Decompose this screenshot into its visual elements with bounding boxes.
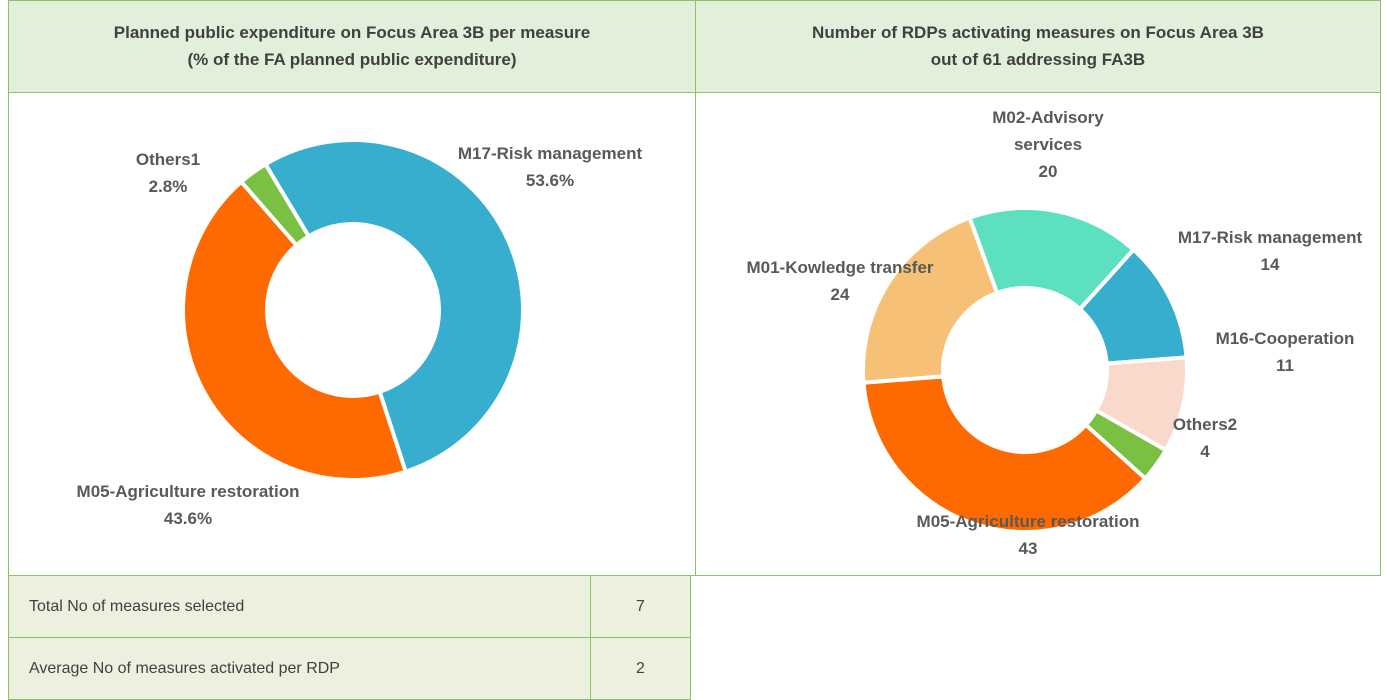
chart-title: Planned public expenditure on Focus Area… <box>113 23 591 42</box>
table-value: 2 <box>590 637 691 700</box>
chart-subtitle: (% of the FA planned public expenditure) <box>187 50 517 69</box>
pie-slice <box>262 138 525 475</box>
right-panel <box>695 92 1381 576</box>
table-value: 7 <box>590 575 691 638</box>
slice-label: M16-Cooperation <box>1215 329 1355 348</box>
slice-label: Others2 <box>1172 415 1238 434</box>
slice-value: 20 <box>1038 162 1058 181</box>
slice-value: 53.6% <box>525 171 575 190</box>
slice-label: M01-Kowledge transfer <box>746 258 934 277</box>
right-header: Number of RDPs activating measures on Fo… <box>695 0 1381 93</box>
pie-slice <box>861 215 1000 385</box>
pie-slice <box>181 179 409 482</box>
pie-slice <box>238 161 312 248</box>
chart-subtitle: out of 61 addressing FA3B <box>930 50 1146 69</box>
slice-label: Others1 <box>135 150 201 169</box>
slice-label: M02-Advisory services <box>992 108 1104 154</box>
slice-value: 2.8% <box>148 177 188 196</box>
table-label: Average No of measures activated per RDP <box>8 637 591 700</box>
slice-label: M17-Risk management <box>457 144 643 163</box>
pie-slice <box>861 374 1149 534</box>
slice-value: 14 <box>1260 255 1280 274</box>
slice-value: 4 <box>1200 442 1210 461</box>
slice-value: 43 <box>1018 539 1038 558</box>
chart-title: Number of RDPs activating measures on Fo… <box>812 23 1264 42</box>
slice-label: M05-Agriculture restoration <box>76 482 300 501</box>
slice-label: M05-Agriculture restoration <box>916 512 1140 531</box>
slice-value: 24 <box>830 285 850 304</box>
pie-slice <box>967 206 1137 312</box>
slice-label: M17-Risk management <box>1177 228 1363 247</box>
slice-value: 43.6% <box>163 509 213 528</box>
left-header: Planned public expenditure on Focus Area… <box>8 0 696 93</box>
slice-value: 11 <box>1276 356 1294 375</box>
